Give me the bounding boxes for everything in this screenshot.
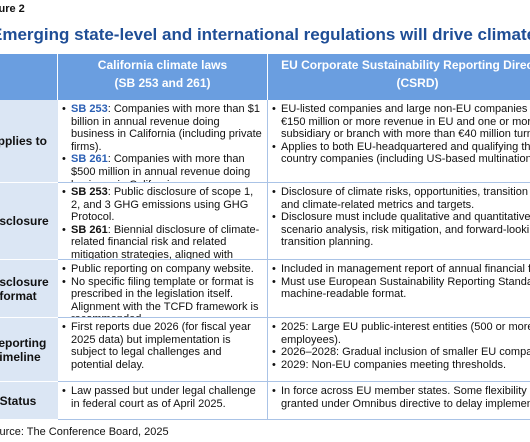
row-label: Disclosure format [0, 274, 49, 303]
bullet-text: : Companies with more than $1 billion in… [71, 103, 262, 153]
bullet-text: 2029: Non-EU companies meeting threshold… [281, 358, 507, 371]
bullet-text: 2026–2028: Gradual inclusion of smaller … [281, 346, 530, 359]
table-cell: In force across EU member states. Some f… [268, 382, 530, 420]
row-header: Reporting timeline [0, 318, 58, 382]
bullet-item: Disclosure must include qualitative and … [272, 211, 530, 249]
bullet-item: First reports due 2026 (for fiscal year … [62, 321, 263, 371]
header-corner [0, 54, 58, 100]
column-header: California climate laws (SB 253 and 261) [58, 54, 268, 100]
bullet-item: Included in management report of annual … [272, 263, 530, 276]
row-header: Disclosure [0, 183, 58, 260]
table-cell: SB 253: Companies with more than $1 bill… [58, 100, 268, 183]
row-label: Status [0, 393, 37, 408]
bullet-item: Law passed but under legal challenge in … [62, 385, 263, 410]
term: SB 253 [71, 186, 108, 198]
bullet-item: No specific filing template or format is… [62, 275, 263, 317]
row-label: Applies to [0, 134, 47, 148]
bullet-text: : Companies with more than $500 million … [71, 153, 251, 182]
bullet-text: 2025: Large EU public-interest entities … [281, 321, 530, 346]
bullet-text: EU-listed companies and large non-EU com… [281, 103, 530, 141]
bullet-item: 2026–2028: Gradual inclusion of smaller … [272, 346, 530, 359]
bullet-text: : Public disclosure of scope 1, 2, and 3… [71, 186, 254, 224]
table-cell: Law passed but under legal challenge in … [58, 382, 268, 420]
bullet-text: No specific filing template or format is… [71, 275, 259, 317]
bullet-text: Law passed but under legal challenge in … [71, 385, 256, 410]
bullet-item: SB 261: Companies with more than $500 mi… [62, 153, 263, 182]
table-cell: First reports due 2026 (for fiscal year … [58, 318, 268, 382]
bullet-text: Included in management report of annual … [281, 263, 530, 275]
bullet-item: 2025: Large EU public-interest entities … [272, 321, 530, 346]
row-label: Reporting timeline [0, 335, 47, 364]
bullet-item: SB 253: Public disclosure of scope 1, 2,… [62, 186, 263, 224]
column-header: EU Corporate Sustainability Reporting Di… [268, 54, 530, 100]
table-cell: SB 253: Public disclosure of scope 1, 2,… [58, 183, 268, 260]
source-note: Source: The Conference Board, 2025 [0, 426, 169, 438]
bullet-item: In force across EU member states. Some f… [272, 385, 530, 410]
table-cell: Included in management report of annual … [268, 260, 530, 318]
bullet-text: First reports due 2026 (for fiscal year … [71, 321, 251, 371]
row-header: Status [0, 382, 58, 420]
column-header-line: California climate laws [97, 58, 228, 72]
term: SB 253 [71, 103, 108, 115]
bullet-item: 2029: Non-EU companies meeting threshold… [272, 359, 530, 372]
bullet-item: Disclosure of climate risks, opportuniti… [272, 186, 530, 211]
row-label: Disclosure [0, 214, 49, 228]
bullet-item: Public reporting on company website. [62, 263, 263, 276]
column-header-line: EU Corporate Sustainability Reporting Di… [281, 58, 530, 72]
bullet-text: In force across EU member states. Some f… [281, 385, 530, 410]
table-cell: Public reporting on company website.No s… [58, 260, 268, 318]
bullet-text: Disclosure of climate risks, opportuniti… [281, 186, 530, 211]
row-header: Disclosure format [0, 260, 58, 318]
column-header-line: (SB 253 and 261) [114, 76, 211, 90]
term: SB 261 [71, 153, 108, 166]
bullet-text: Applies to both EU-headquartered and qua… [281, 140, 530, 166]
bullet-item: SB 253: Companies with more than $1 bill… [62, 103, 263, 153]
row-header: Applies to [0, 100, 58, 183]
figure-label: Figure 2 [0, 3, 25, 15]
bullet-item: Must use European Sustainability Reporti… [272, 276, 530, 301]
figure-title: Emerging state-level and international r… [0, 25, 530, 44]
bullet-text: Public reporting on company website. [71, 263, 254, 275]
table-cell: Disclosure of climate risks, opportuniti… [268, 183, 530, 260]
column-header-line: (CSRD) [396, 76, 439, 90]
bullet-item: SB 261: Biennial disclosure of climate-r… [62, 223, 263, 260]
bullet-text: Must use European Sustainability Reporti… [281, 275, 530, 301]
table-cell: EU-listed companies and large non-EU com… [268, 100, 530, 183]
term: SB 261 [71, 223, 108, 236]
bullet-item: EU-listed companies and large non-EU com… [272, 103, 530, 141]
bullet-item: Applies to both EU-headquartered and qua… [272, 141, 530, 166]
table-cell: 2025: Large EU public-interest entities … [268, 318, 530, 382]
bullet-text: : Biennial disclosure of climate-related… [71, 223, 260, 260]
bullet-text: Disclosure must include qualitative and … [281, 211, 530, 249]
